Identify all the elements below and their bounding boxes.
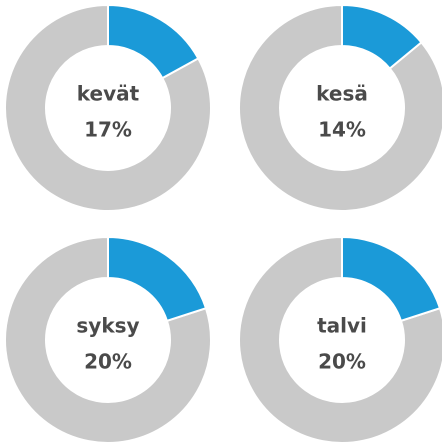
donut-rest — [238, 3, 442, 212]
donut-rest — [4, 235, 212, 444]
donut-value-label: 17% — [84, 118, 132, 142]
donut-value-label: 14% — [318, 118, 366, 142]
donut-segment — [341, 235, 442, 323]
donut-value-label: 20% — [84, 350, 132, 374]
donut-title: talvi — [317, 314, 367, 338]
donut-rest — [238, 235, 442, 444]
donut-segment — [107, 3, 200, 80]
donut-title: kevät — [77, 82, 140, 106]
donut-rest — [4, 3, 212, 212]
donut-title: syksy — [76, 314, 139, 338]
donut-title: kesä — [316, 82, 368, 106]
donut-value-label: 20% — [318, 350, 366, 374]
donut-segment — [341, 3, 423, 70]
donut-segment — [107, 235, 208, 323]
